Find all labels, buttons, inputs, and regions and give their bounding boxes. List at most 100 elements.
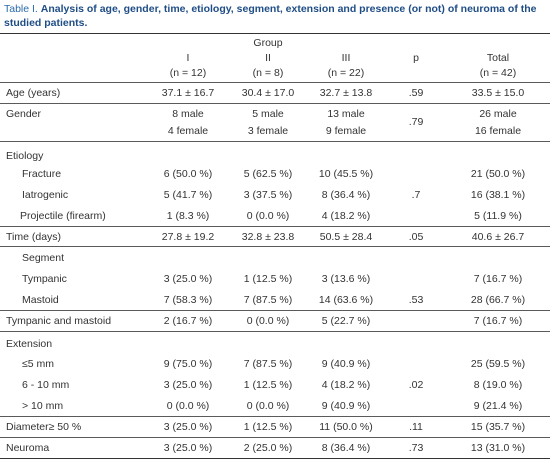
row-ext10-label: > 10 mm: [22, 400, 64, 412]
row-time-p: .05: [408, 231, 424, 243]
row-mastoid-iii: 14 (63.6 %): [318, 294, 374, 306]
row-gender-iii-male: 13 male: [327, 108, 365, 120]
header-group: Group: [253, 37, 283, 49]
row-mastoid-total: 28 (66.7 %): [470, 294, 526, 306]
row-gender-total-male: 26 male: [479, 108, 517, 120]
row-tympanic-ii: 1 (12.5 %): [243, 273, 293, 285]
row-gender-iii-female: 9 female: [325, 125, 367, 137]
row-mastoid-p: .53: [408, 294, 424, 306]
bottom-rule: [0, 458, 550, 459]
caption-label: Table I.: [4, 3, 38, 15]
row-neuroma-total: 13 (31.0 %): [470, 442, 526, 454]
row-fracture-label: Fracture: [22, 168, 62, 180]
row-tympanic-mastoid-label: Tympanic and mastoid: [6, 315, 112, 327]
row-tympanic-total: 7 (16.7 %): [473, 273, 523, 285]
row-etiology-label: Etiology: [6, 150, 44, 162]
row-tympanic-label: Tympanic: [22, 273, 67, 285]
header-n-iii: (n = 22): [327, 67, 365, 79]
row-tympanic-mastoid-total: 7 (16.7 %): [473, 315, 523, 327]
row-ext610-ii: 1 (12.5 %): [243, 379, 293, 391]
row-age-i: 37.1 ± 16.7: [161, 87, 215, 99]
header-p: p: [413, 52, 419, 64]
header-col-i: I: [186, 52, 190, 64]
row-ext10-ii: 0 (0.0 %): [246, 400, 290, 412]
row-time-i: 27.8 ± 19.2: [161, 231, 215, 243]
header-total: Total: [486, 52, 510, 64]
row-age-total: 33.5 ± 15.0: [471, 87, 525, 99]
row-gender-p: .79: [408, 116, 424, 128]
row-segment-label: Segment: [22, 252, 65, 264]
row-ext5-ii: 7 (87.5 %): [243, 358, 293, 370]
caption-text: Analysis of age, gender, time, etiology,…: [4, 3, 537, 29]
header-n-ii: (n = 8): [252, 67, 284, 79]
row-ext5-total: 25 (59.5 %): [470, 358, 526, 370]
row-gender-i-female: 4 female: [167, 125, 209, 137]
row-projectile-total: 5 (11.9 %): [474, 210, 522, 222]
row-iatrogenic-total: 16 (38.1 %): [470, 189, 526, 201]
row-mastoid-label: Mastoid: [22, 294, 59, 306]
row-projectile-i: 1 (8.3 %): [166, 210, 210, 222]
row-age-iii: 32.7 ± 13.8: [319, 87, 373, 99]
row-gender-label: Gender: [6, 108, 42, 120]
row-gender-ii-male: 5 male: [252, 108, 284, 120]
row-neuroma-label: Neuroma: [6, 442, 50, 454]
rule: [0, 331, 550, 332]
row-fracture-ii: 5 (62.5 %): [243, 168, 293, 180]
row-projectile-label: Projectile (firearm): [20, 210, 106, 222]
row-ext5-i: 9 (75.0 %): [163, 358, 213, 370]
table-caption: Table I. Analysis of age, gender, time, …: [4, 2, 544, 30]
row-diameter-i: 3 (25.0 %): [163, 421, 213, 433]
row-age-label: Age (years): [6, 87, 61, 99]
row-tympanic-iii: 3 (13.6 %): [321, 273, 371, 285]
row-tympanic-mastoid-i: 2 (16.7 %): [163, 315, 213, 327]
rule: [0, 141, 550, 142]
row-ext10-iii: 9 (40.9 %): [321, 400, 371, 412]
header-col-ii: II: [265, 52, 271, 64]
row-neuroma-ii: 2 (25.0 %): [243, 442, 293, 454]
row-diameter-ii: 1 (12.5 %): [243, 421, 293, 433]
row-time-label: Time (days): [6, 231, 62, 243]
row-fracture-iii: 10 (45.5 %): [318, 168, 374, 180]
row-ext10-total: 9 (21.4 %): [473, 400, 523, 412]
header-n-i: (n = 12): [169, 67, 207, 79]
row-age-ii: 30.4 ± 17.0: [241, 87, 295, 99]
row-diameter-label: Diameter≥ 50 %: [6, 421, 82, 433]
row-tympanic-i: 3 (25.0 %): [163, 273, 213, 285]
row-fracture-i: 6 (50.0 %): [163, 168, 213, 180]
row-ext10-i: 0 (0.0 %): [166, 400, 210, 412]
row-projectile-iii: 4 (18.2 %): [321, 210, 371, 222]
row-iatrogenic-label: Iatrogenic: [22, 189, 69, 201]
row-ext5-label: ≤5 mm: [22, 358, 55, 370]
rule: [0, 226, 550, 227]
row-age-p: .59: [408, 87, 424, 99]
row-time-iii: 50.5 ± 28.4: [319, 231, 373, 243]
rule: [0, 246, 550, 247]
row-neuroma-p: .73: [408, 442, 424, 454]
row-ext610-iii: 4 (18.2 %): [321, 379, 371, 391]
row-diameter-p: .11: [409, 421, 423, 433]
rule: [0, 416, 550, 417]
row-gender-total-female: 16 female: [474, 125, 522, 137]
row-ext610-i: 3 (25.0 %): [163, 379, 213, 391]
row-gender-ii-female: 3 female: [247, 125, 289, 137]
row-time-ii: 32.8 ± 23.8: [241, 231, 295, 243]
row-ext610-total: 8 (19.0 %): [473, 379, 523, 391]
row-neuroma-i: 3 (25.0 %): [163, 442, 213, 454]
row-iatrogenic-ii: 3 (37.5 %): [243, 189, 293, 201]
row-time-total: 40.6 ± 26.7: [471, 231, 525, 243]
header-rule: [0, 82, 550, 83]
rule: [0, 103, 550, 104]
row-iatrogenic-i: 5 (41.7 %): [163, 189, 213, 201]
rule: [0, 310, 550, 311]
row-mastoid-i: 7 (58.3 %): [163, 294, 213, 306]
row-ext610-p: .02: [408, 379, 424, 391]
row-diameter-total: 15 (35.7 %): [470, 421, 526, 433]
top-rule: [0, 33, 550, 34]
row-iatrogenic-p: .7: [411, 189, 421, 201]
row-ext610-label: 6 - 10 mm: [22, 379, 70, 391]
header-col-iii: III: [341, 52, 351, 64]
row-neuroma-iii: 8 (36.4 %): [321, 442, 371, 454]
row-fracture-total: 21 (50.0 %): [470, 168, 526, 180]
row-mastoid-ii: 7 (87.5 %): [243, 294, 293, 306]
